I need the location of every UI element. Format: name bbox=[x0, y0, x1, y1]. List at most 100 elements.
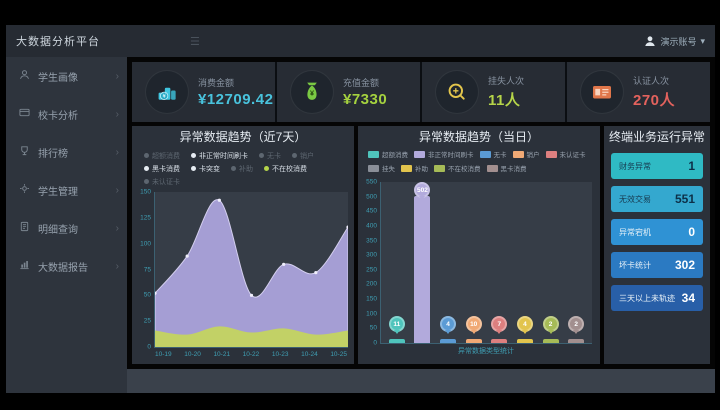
value-balloon: 11 bbox=[388, 316, 405, 334]
x-tick: 10-20 bbox=[184, 350, 201, 358]
legend-swatch-icon bbox=[414, 150, 425, 158]
y-tick: 500 bbox=[366, 193, 377, 201]
bar-超额消费: 11 bbox=[386, 182, 408, 343]
chevron-right-icon: › bbox=[115, 260, 119, 272]
y-tick: 25 bbox=[143, 317, 151, 325]
legend-item[interactable]: 超额消费 bbox=[144, 151, 180, 161]
stat-value: 0 bbox=[688, 225, 695, 239]
kpi-value: 270人 bbox=[633, 92, 676, 109]
legend-item[interactable]: 无卡 bbox=[479, 149, 507, 159]
data-point-icon bbox=[346, 225, 348, 229]
stat-label: 坏卡统计 bbox=[619, 260, 651, 270]
data-point-icon bbox=[217, 198, 221, 202]
legend-item[interactable]: 不在校消费 bbox=[264, 164, 307, 174]
sidebar-item-2[interactable]: 校卡分析 › bbox=[6, 95, 127, 133]
y-tick: 100 bbox=[366, 310, 377, 318]
legend-swatch-icon bbox=[479, 150, 491, 158]
stat-label: 财务异常 bbox=[619, 161, 651, 171]
area-series-1 bbox=[155, 199, 348, 347]
click-icon bbox=[435, 70, 479, 114]
panel-title: 终端业务运行异常 bbox=[608, 130, 705, 144]
user-icon bbox=[19, 69, 30, 83]
legend-item[interactable]: 挂失 bbox=[368, 163, 395, 173]
sidebar-item-1[interactable]: 学生画像 › bbox=[6, 57, 127, 95]
sidebar-item-label: 明细查询 bbox=[38, 224, 78, 236]
bar-补助: 4 bbox=[514, 182, 536, 343]
legend-item[interactable]: 补助 bbox=[401, 163, 428, 173]
moneybag-icon: ¥ bbox=[290, 70, 334, 114]
sidebar-item-3[interactable]: 排行榜 › bbox=[6, 133, 127, 171]
sidebar-item-label: 大数据报告 bbox=[38, 262, 88, 274]
data-point-icon bbox=[155, 291, 157, 295]
legend-item[interactable]: 超额消费 bbox=[368, 149, 408, 159]
legend-item[interactable]: 不在校消费 bbox=[434, 163, 481, 173]
sidebar-item-label: 排行榜 bbox=[38, 148, 68, 160]
sidebar-item-6[interactable]: 大数据报告 › bbox=[6, 247, 127, 285]
y-tick: 400 bbox=[366, 222, 377, 230]
kpi-band: ¥ 消费金额 ¥12709.42 ¥ 充值金额 ¥7330 挂失人次 11人 认证人次 270人 bbox=[132, 62, 710, 122]
menu-toggle-icon[interactable]: ☰ bbox=[190, 35, 200, 48]
stat-value: 302 bbox=[674, 258, 695, 272]
chevron-right-icon: › bbox=[115, 108, 119, 120]
value-balloon: 4 bbox=[440, 316, 457, 334]
y-tick: 125 bbox=[140, 214, 151, 222]
legend-item[interactable]: 无卡 bbox=[259, 151, 281, 161]
area-series-2 bbox=[155, 326, 348, 347]
y-tick: 350 bbox=[366, 237, 377, 245]
bar-黑卡消费: 2 bbox=[565, 182, 587, 343]
stat-label: 三天以上未轨迹 bbox=[619, 293, 675, 303]
area-chart-plot bbox=[154, 192, 348, 348]
legend-item[interactable]: 销户 bbox=[512, 149, 540, 159]
x-tick: 10-24 bbox=[301, 350, 318, 358]
y-tick: 0 bbox=[373, 339, 377, 347]
trophy-icon bbox=[19, 145, 30, 159]
panel-trend-7days: 异常数据趋势（近7天） 超额消费 非正常时间刷卡 无卡 销户黑卡消费 卡突变 补助 不在校消… bbox=[132, 126, 354, 364]
legend-item[interactable]: 黑卡消费 bbox=[144, 164, 180, 174]
kpi-card-1: ¥ 消费金额 ¥12709.42 bbox=[132, 62, 277, 122]
value-balloon: 2 bbox=[568, 316, 585, 334]
legend-item[interactable]: 非正常时间刷卡 bbox=[191, 151, 248, 161]
user-name: 演示账号 bbox=[660, 36, 697, 47]
kpi-label: 消费金额 bbox=[198, 78, 235, 88]
legend-dot-icon bbox=[292, 153, 297, 158]
data-point-icon bbox=[185, 254, 189, 258]
value-balloon: 7 bbox=[491, 316, 508, 334]
legend-item[interactable]: 卡突变 bbox=[191, 164, 220, 174]
legend-swatch-icon bbox=[486, 164, 498, 172]
bar-非正常时间刷卡: 502 bbox=[411, 182, 433, 343]
user-menu[interactable]: 演示账号 ▾ bbox=[644, 35, 705, 48]
legend-item[interactable]: 未认证卡 bbox=[545, 149, 586, 159]
chevron-right-icon: › bbox=[115, 184, 119, 196]
legend-swatch-icon bbox=[434, 164, 445, 172]
svg-text:¥: ¥ bbox=[310, 89, 314, 98]
y-tick: 150 bbox=[140, 188, 151, 196]
legend-item[interactable]: 补助 bbox=[231, 164, 253, 174]
data-point-icon bbox=[282, 262, 286, 266]
bar-不在校消费: 2 bbox=[540, 182, 562, 343]
stat-row-5: 三天以上未轨迹 34 bbox=[611, 285, 703, 311]
legend-item[interactable]: 未认证卡 bbox=[144, 177, 180, 187]
sidebar-item-label: 校卡分析 bbox=[38, 110, 78, 122]
panel-trend-today: 异常数据趋势（当日） 超额消费 非正常时间刷卡 无卡 销户 未认证卡 挂失 补助 不在校消费黑… bbox=[358, 126, 600, 364]
legend-item[interactable]: 销户 bbox=[292, 151, 314, 161]
legend-item[interactable]: 非正常时间刷卡 bbox=[414, 149, 474, 159]
stat-value: 1 bbox=[688, 159, 695, 173]
legend-item[interactable]: 黑卡消费 bbox=[486, 163, 527, 173]
kpi-card-3: 挂失人次 11人 bbox=[422, 62, 567, 122]
area-chart: 0 25 50 75 100 125 150 10-19 10-20 10-21 10-22 10-… bbox=[138, 188, 348, 359]
kpi-value: ¥12709.42 bbox=[198, 91, 274, 108]
panel-title: 异常数据趋势（近7天） bbox=[179, 130, 307, 144]
sidebar-item-5[interactable]: 明细查询 › bbox=[6, 209, 127, 247]
stat-row-4: 坏卡统计 302 bbox=[611, 252, 703, 278]
x-tick: 10-21 bbox=[213, 350, 231, 358]
topbar: 大数据分析平台 ☰ 演示账号 ▾ bbox=[6, 25, 715, 57]
sidebar-item-4[interactable]: 学生管理 › bbox=[6, 171, 127, 209]
bar-未认证卡: 7 bbox=[488, 182, 510, 343]
y-tick: 150 bbox=[366, 295, 377, 303]
bar-chart-caption: 异常数据类型统计 bbox=[458, 348, 514, 355]
x-tick: 10-19 bbox=[155, 350, 172, 358]
chevron-right-icon: › bbox=[115, 222, 119, 234]
legend-dot-icon bbox=[144, 179, 149, 184]
legend-dot-icon bbox=[191, 166, 196, 171]
svg-text:¥: ¥ bbox=[162, 94, 166, 100]
